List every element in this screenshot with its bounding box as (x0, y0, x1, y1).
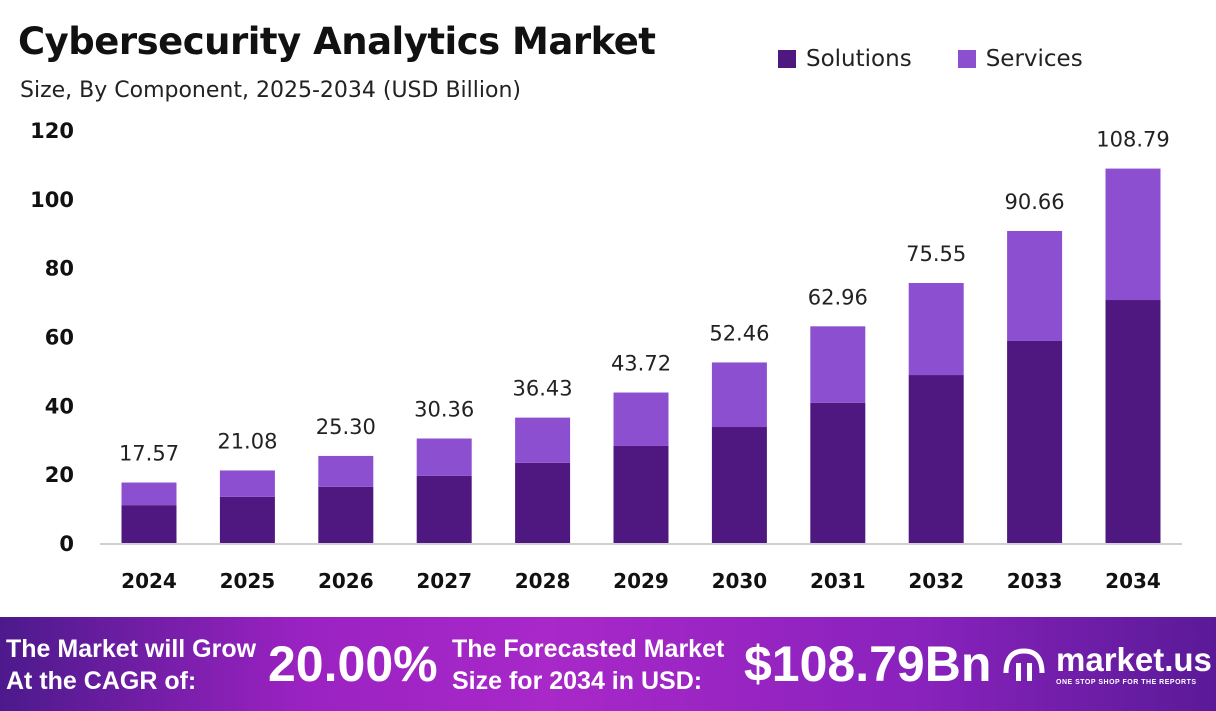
bar-solutions-2034 (1105, 300, 1161, 543)
bar-solutions-2027 (416, 475, 472, 543)
data-label-total: 62.96 (808, 285, 868, 309)
data-label-total: 75.55 (906, 242, 966, 266)
data-label-total: 21.08 (217, 429, 277, 453)
bar-services-2026 (318, 455, 374, 487)
y-tick-label: 20 (45, 463, 74, 487)
summary-banner: The Market will Grow At the CAGR of: 20.0… (0, 617, 1216, 711)
x-tick-label: 2025 (220, 569, 276, 593)
bar-solutions-2028 (515, 462, 571, 543)
data-label-total: 108.79 (1096, 128, 1169, 152)
y-tick-label: 0 (59, 532, 74, 556)
cagr-label: The Market will Grow At the CAGR of: (6, 635, 257, 695)
chart-title: Cybersecurity Analytics Market (18, 20, 656, 63)
bar-services-2028 (515, 417, 571, 463)
x-tick-label: 2034 (1105, 569, 1161, 593)
data-label-total: 17.57 (119, 442, 179, 466)
bar-solutions-2031 (810, 402, 866, 543)
bar-services-2034 (1105, 168, 1161, 301)
y-tick-label: 80 (45, 257, 74, 281)
bar-services-2024 (121, 482, 177, 506)
x-tick-label: 2030 (712, 569, 768, 593)
x-tick-label: 2033 (1007, 569, 1063, 593)
data-label-total: 25.30 (316, 415, 376, 439)
legend-item-services: Services (957, 46, 1083, 72)
data-label-total: 43.72 (611, 352, 671, 376)
bar-services-2033 (1007, 230, 1063, 341)
x-tick-label: 2032 (908, 569, 964, 593)
x-tick-label: 2026 (318, 569, 374, 593)
x-tick-label: 2028 (515, 569, 571, 593)
bar-services-2032 (908, 282, 964, 376)
bar-services-2027 (416, 438, 472, 476)
chart-subtitle: Size, By Component, 2025-2034 (USD Billi… (20, 78, 521, 103)
bar-services-2029 (613, 392, 669, 446)
bar-solutions-2030 (711, 427, 767, 543)
legend-item-solutions: Solutions (778, 46, 912, 72)
x-tick-label: 2027 (416, 569, 472, 593)
legend: Solutions Services (778, 46, 1083, 72)
y-tick-label: 60 (45, 326, 74, 350)
data-label-total: 90.66 (1005, 190, 1065, 214)
bar-solutions-2029 (613, 445, 669, 543)
bar-services-2030 (711, 362, 767, 428)
bar-services-2031 (810, 326, 866, 403)
forecast-value: $108.79Bn (744, 636, 992, 692)
cagr-value: 20.00% (268, 636, 438, 692)
x-tick-label: 2029 (613, 569, 669, 593)
y-tick-label: 100 (30, 188, 74, 212)
legend-swatch-solutions (778, 50, 796, 68)
market-us-logo-icon (1003, 648, 1045, 681)
bar-services-2025 (219, 470, 275, 497)
data-label-total: 36.43 (513, 377, 573, 401)
x-tick-label: 2024 (121, 569, 177, 593)
bar-chart: 0 20 40 60 80 100 120 17.57 2024 21.08 2025 25.30 20… (30, 119, 1182, 593)
bar-solutions-2024 (121, 505, 177, 543)
data-label-total: 30.36 (414, 398, 474, 422)
y-tick-label: 40 (45, 394, 74, 418)
x-tick-label: 2031 (810, 569, 866, 593)
bar-solutions-2025 (219, 496, 275, 543)
bar-solutions-2033 (1007, 340, 1063, 543)
legend-swatch-services (957, 50, 976, 68)
bar-solutions-2032 (908, 375, 964, 543)
logo-text: market.us (1056, 641, 1212, 678)
y-tick-label: 120 (30, 119, 74, 143)
forecast-label: The Forecasted Market Size for 2034 in US… (452, 635, 725, 695)
logo-tagline: ONE STOP SHOP FOR THE REPORTS (1056, 679, 1197, 686)
data-label-total: 52.46 (709, 321, 769, 345)
bar-solutions-2026 (318, 486, 374, 543)
